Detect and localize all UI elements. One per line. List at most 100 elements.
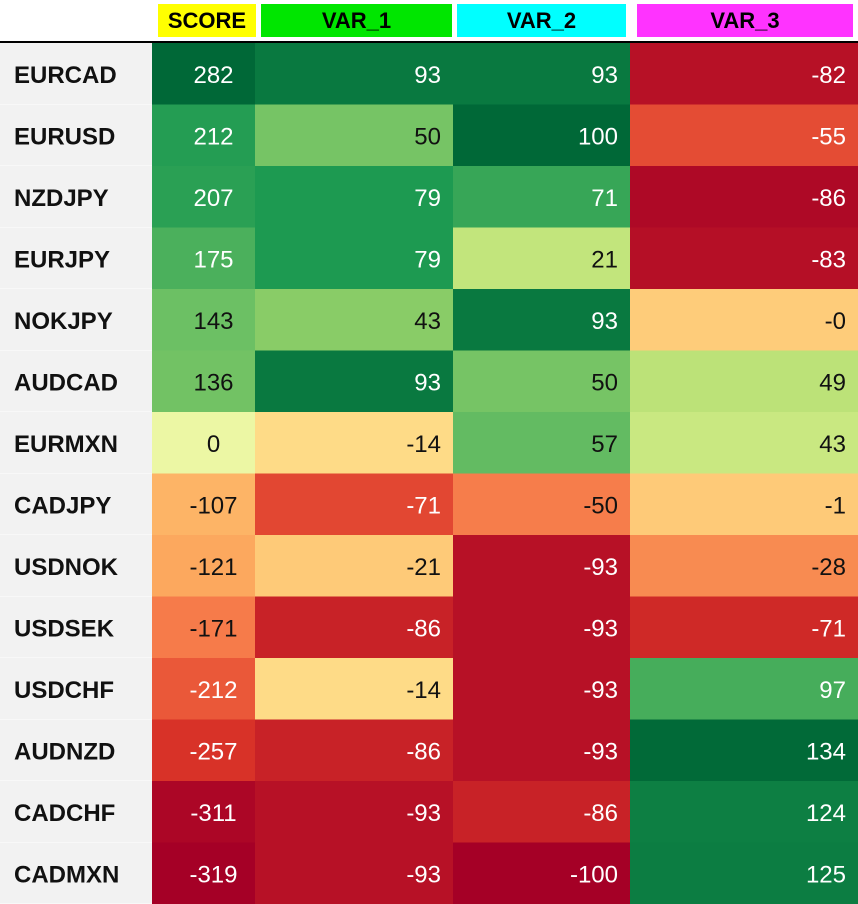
cell-eurmxn-var-3 (630, 412, 858, 474)
value-eurjpy-var-2: 21 (591, 246, 618, 273)
cell-eurusd-var-3 (630, 104, 858, 167)
value-cadchf-var-1: -93 (406, 800, 441, 827)
value-nokjpy-var-1: 43 (414, 308, 441, 335)
cell-eurmxn-var-1 (255, 412, 454, 474)
value-audnzd-score: -257 (189, 738, 237, 765)
header-bg-score (158, 4, 256, 37)
row-label-bg-cadchf (0, 781, 152, 843)
cell-nzdjpy-score (152, 166, 256, 228)
row-label-nzdjpy: NZDJPY (14, 185, 109, 212)
value-usdnok-score: -121 (189, 554, 237, 581)
value-nzdjpy-var-2: 71 (591, 185, 618, 212)
cell-cadchf-var-2 (453, 781, 631, 843)
row-label-cadjpy: CADJPY (14, 492, 111, 519)
row-label-cadmxn: CADMXN (14, 861, 119, 888)
cell-audcad-score (152, 350, 256, 413)
value-eurmxn-var-3: 43 (819, 431, 846, 458)
cell-usdchf-var-2 (453, 658, 631, 720)
cell-eurcad-var-2 (453, 43, 631, 105)
cell-cadjpy-var-2 (453, 473, 631, 536)
row-label-usdchf: USDCHF (14, 677, 114, 704)
row-label-audnzd: AUDNZD (14, 738, 115, 765)
value-nokjpy-score: 143 (193, 308, 233, 335)
row-label-bg-cadmxn (0, 842, 152, 904)
row-label-usdnok: USDNOK (14, 554, 119, 581)
header-var-2: VAR_2 (507, 8, 576, 33)
cell-eurmxn-score (152, 412, 256, 474)
value-audcad-score: 136 (193, 369, 233, 396)
row-label-bg-usdsek (0, 596, 152, 658)
value-nzdjpy-var-3: -86 (811, 185, 846, 212)
cell-eurjpy-var-1 (255, 227, 454, 290)
cell-eurusd-score (152, 104, 256, 167)
cell-cadmxn-var-1 (255, 842, 454, 904)
value-eurusd-score: 212 (193, 123, 233, 150)
value-nokjpy-var-2: 93 (591, 308, 618, 335)
row-label-eurcad: EURCAD (14, 62, 117, 89)
value-eurcad-var-2: 93 (591, 62, 618, 89)
value-cadmxn-score: -319 (189, 861, 237, 888)
value-nokjpy-var-3: -0 (825, 308, 846, 335)
header-var-1: VAR_1 (322, 8, 391, 33)
cell-usdnok-var-2 (453, 535, 631, 597)
row-label-bg-cadjpy (0, 473, 152, 535)
value-cadmxn-var-2: -100 (570, 861, 618, 888)
value-cadjpy-var-1: -71 (406, 492, 441, 519)
cell-nzdjpy-var-3 (630, 166, 858, 228)
cell-usdchf-var-3 (630, 658, 858, 720)
row-label-bg-audcad (0, 350, 152, 412)
cell-usdnok-var-1 (255, 535, 454, 597)
row-label-eurusd: EURUSD (14, 123, 115, 150)
cell-cadmxn-var-2 (453, 842, 631, 904)
value-cadchf-var-2: -86 (583, 800, 618, 827)
cell-cadmxn-var-3 (630, 842, 858, 904)
header-bg-var-3 (637, 4, 853, 37)
cell-eurjpy-var-2 (453, 227, 631, 290)
value-audnzd-var-2: -93 (583, 738, 618, 765)
cell-cadjpy-score (152, 473, 256, 536)
cell-nokjpy-var-3 (630, 289, 858, 351)
cell-usdnok-var-3 (630, 535, 858, 597)
cell-usdnok-score (152, 535, 256, 597)
value-audnzd-var-1: -86 (406, 738, 441, 765)
value-audnzd-var-3: 134 (806, 738, 846, 765)
cell-cadchf-var-3 (630, 781, 858, 843)
value-audcad-var-3: 49 (819, 369, 846, 396)
cell-audnzd-var-2 (453, 719, 631, 782)
cell-audcad-var-2 (453, 350, 631, 413)
value-usdsek-var-1: -86 (406, 615, 441, 642)
cell-cadchf-score (152, 781, 256, 843)
value-eurcad-score: 282 (193, 62, 233, 89)
value-eurmxn-score: 0 (207, 431, 220, 458)
value-cadmxn-var-1: -93 (406, 861, 441, 888)
row-label-cadchf: CADCHF (14, 800, 115, 827)
value-nzdjpy-var-1: 79 (414, 185, 441, 212)
header-bg-var-1 (261, 4, 452, 37)
value-eurmxn-var-2: 57 (591, 431, 618, 458)
value-usdchf-var-3: 97 (819, 677, 846, 704)
header-bg-var-2 (457, 4, 626, 37)
cell-usdchf-score (152, 658, 256, 720)
cell-eurcad-score (152, 43, 256, 105)
cell-usdchf-var-1 (255, 658, 454, 720)
value-usdchf-var-1: -14 (406, 677, 441, 704)
cell-usdsek-var-2 (453, 596, 631, 659)
value-cadjpy-var-2: -50 (583, 492, 618, 519)
row-label-usdsek: USDSEK (14, 615, 115, 642)
cell-eurmxn-var-2 (453, 412, 631, 474)
cell-eurjpy-var-3 (630, 227, 858, 290)
value-cadchf-var-3: 124 (806, 800, 846, 827)
value-eurjpy-var-3: -83 (811, 246, 846, 273)
value-cadjpy-score: -107 (189, 492, 237, 519)
cell-eurjpy-score (152, 227, 256, 290)
value-audcad-var-1: 93 (414, 369, 441, 396)
cell-nokjpy-score (152, 289, 256, 351)
row-label-bg-eurcad (0, 43, 152, 105)
cell-cadjpy-var-3 (630, 473, 858, 536)
cell-eurcad-var-3 (630, 43, 858, 105)
cell-audnzd-var-3 (630, 719, 858, 782)
value-eurusd-var-3: -55 (811, 123, 846, 150)
value-nzdjpy-score: 207 (193, 185, 233, 212)
cell-audnzd-var-1 (255, 719, 454, 782)
